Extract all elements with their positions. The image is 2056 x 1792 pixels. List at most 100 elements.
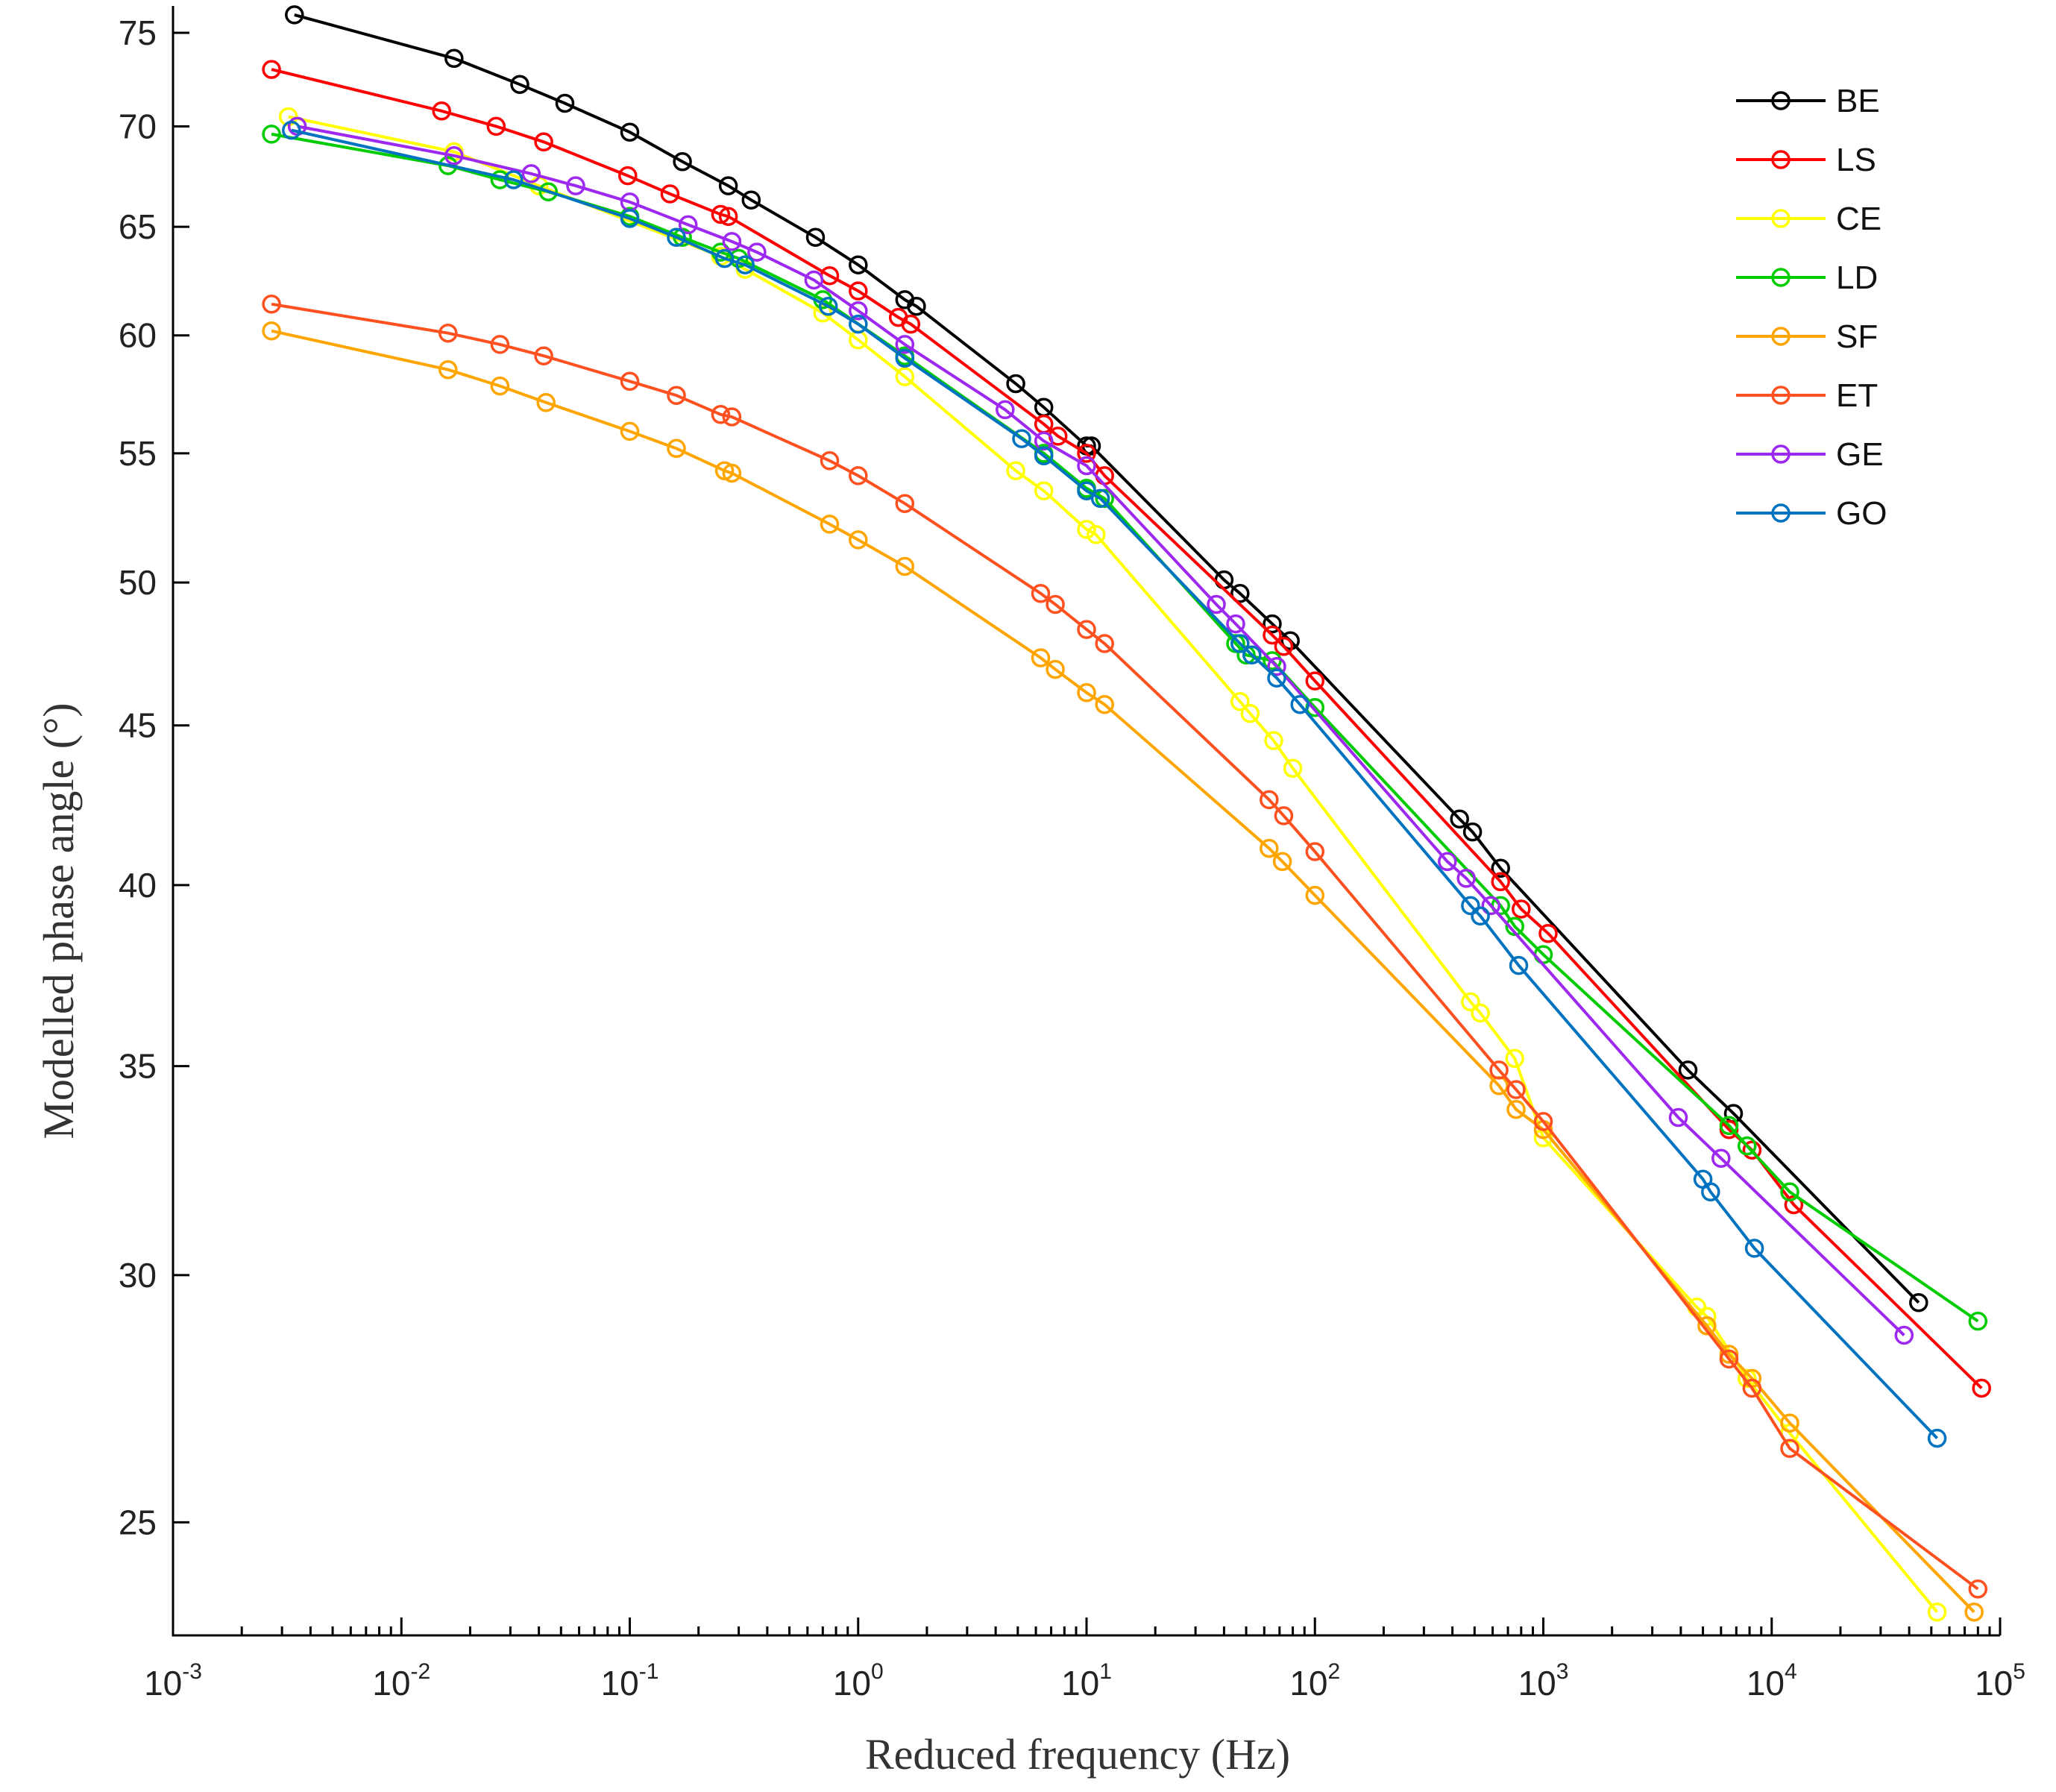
- y-tick-label: 60: [119, 316, 157, 355]
- data-point: [1263, 614, 1282, 634]
- legend-item-go: GO: [1736, 495, 1887, 532]
- series-line-ce: [288, 115, 1939, 1613]
- data-point: [667, 438, 686, 459]
- data-point: [849, 301, 868, 321]
- y-tick-label: 50: [119, 563, 157, 602]
- y-axis-title: Modelled phase angle (°): [34, 702, 83, 1139]
- data-point: [1491, 872, 1510, 892]
- data-point: [1230, 584, 1250, 603]
- data-point: [1046, 659, 1065, 679]
- data-point: [1927, 1602, 1947, 1622]
- data-point: [1095, 634, 1114, 653]
- data-point: [660, 184, 680, 204]
- series-line-be: [294, 13, 1920, 1304]
- data-point: [1012, 429, 1031, 448]
- data-point: [678, 215, 698, 235]
- data-point: [1230, 634, 1250, 653]
- data-point: [444, 48, 464, 69]
- x-tick-label: 100: [833, 1659, 884, 1703]
- data-point: [1461, 992, 1480, 1012]
- legend-item-ls: LS: [1736, 142, 1876, 178]
- data-point: [262, 321, 281, 341]
- data-point: [262, 60, 281, 79]
- legend-item-ld: LD: [1736, 260, 1878, 296]
- data-point: [1034, 446, 1054, 465]
- data-point: [1784, 1195, 1804, 1215]
- data-point: [503, 170, 524, 189]
- data-point: [1456, 869, 1476, 888]
- data-point: [849, 530, 868, 550]
- data-point: [1505, 1049, 1524, 1069]
- data-point: [1438, 852, 1457, 872]
- data-point: [711, 204, 731, 224]
- data-point: [849, 466, 868, 485]
- data-point: [1737, 1368, 1757, 1389]
- data-point: [1697, 1316, 1717, 1336]
- data-point: [718, 176, 738, 195]
- data-point: [1780, 1439, 1799, 1459]
- data-point: [1077, 456, 1096, 476]
- data-point: [1086, 525, 1106, 544]
- data-point: [1006, 461, 1025, 480]
- data-point: [849, 255, 868, 274]
- data-point: [534, 346, 553, 365]
- series-et: [262, 295, 1988, 1599]
- data-point: [1274, 637, 1294, 656]
- data-point: [444, 146, 464, 166]
- legend-swatch-marker: [1771, 444, 1791, 464]
- legend-swatch-marker: [1771, 503, 1791, 523]
- data-point: [667, 227, 686, 247]
- y-tick-label: 45: [119, 706, 157, 745]
- data-point: [1968, 1311, 1988, 1331]
- data-point: [490, 376, 510, 396]
- data-point: [901, 314, 921, 334]
- series-layer: [262, 5, 1991, 1622]
- data-point: [747, 242, 767, 262]
- data-point: [1077, 520, 1096, 539]
- data-point: [1512, 899, 1531, 919]
- data-point: [895, 335, 915, 354]
- x-tick-label: 102: [1289, 1659, 1340, 1703]
- data-point: [1290, 694, 1310, 714]
- legend-swatch-marker: [1771, 91, 1791, 110]
- legend-label: GE: [1836, 436, 1884, 473]
- x-tick-label: 10-1: [601, 1659, 659, 1703]
- x-tick-label: 103: [1518, 1659, 1569, 1703]
- x-tick-label: 105: [1975, 1659, 2025, 1703]
- data-point: [620, 371, 640, 392]
- data-point: [907, 296, 926, 316]
- series-line-et: [271, 302, 1979, 1591]
- data-point: [510, 75, 529, 94]
- data-point: [1780, 1413, 1799, 1433]
- data-point: [1240, 703, 1260, 723]
- data-point: [432, 101, 451, 121]
- data-point: [486, 116, 506, 136]
- data-point: [1263, 651, 1282, 670]
- data-point: [1668, 1107, 1688, 1128]
- data-point: [620, 122, 640, 142]
- data-point: [1964, 1602, 1984, 1622]
- legend-label: LD: [1836, 260, 1878, 296]
- x-tick-label: 10-2: [372, 1659, 430, 1703]
- data-point: [1462, 822, 1483, 842]
- data-point: [818, 296, 838, 316]
- data-point: [1263, 625, 1282, 645]
- data-point: [820, 451, 840, 471]
- data-point: [1031, 648, 1051, 667]
- data-point: [262, 125, 281, 144]
- data-point: [1701, 1182, 1720, 1202]
- data-point: [735, 255, 755, 274]
- legend-label: GO: [1836, 495, 1887, 532]
- data-point: [1719, 1349, 1739, 1369]
- data-point: [1489, 1060, 1509, 1080]
- data-point: [1046, 594, 1065, 614]
- data-point: [1491, 858, 1510, 878]
- y-tick-label: 70: [119, 107, 157, 145]
- data-point: [1305, 671, 1325, 691]
- data-point: [1264, 731, 1283, 750]
- data-point: [714, 248, 735, 268]
- data-point: [1267, 668, 1286, 688]
- legend-item-ge: GE: [1736, 436, 1884, 473]
- legend-swatch-marker: [1771, 268, 1791, 287]
